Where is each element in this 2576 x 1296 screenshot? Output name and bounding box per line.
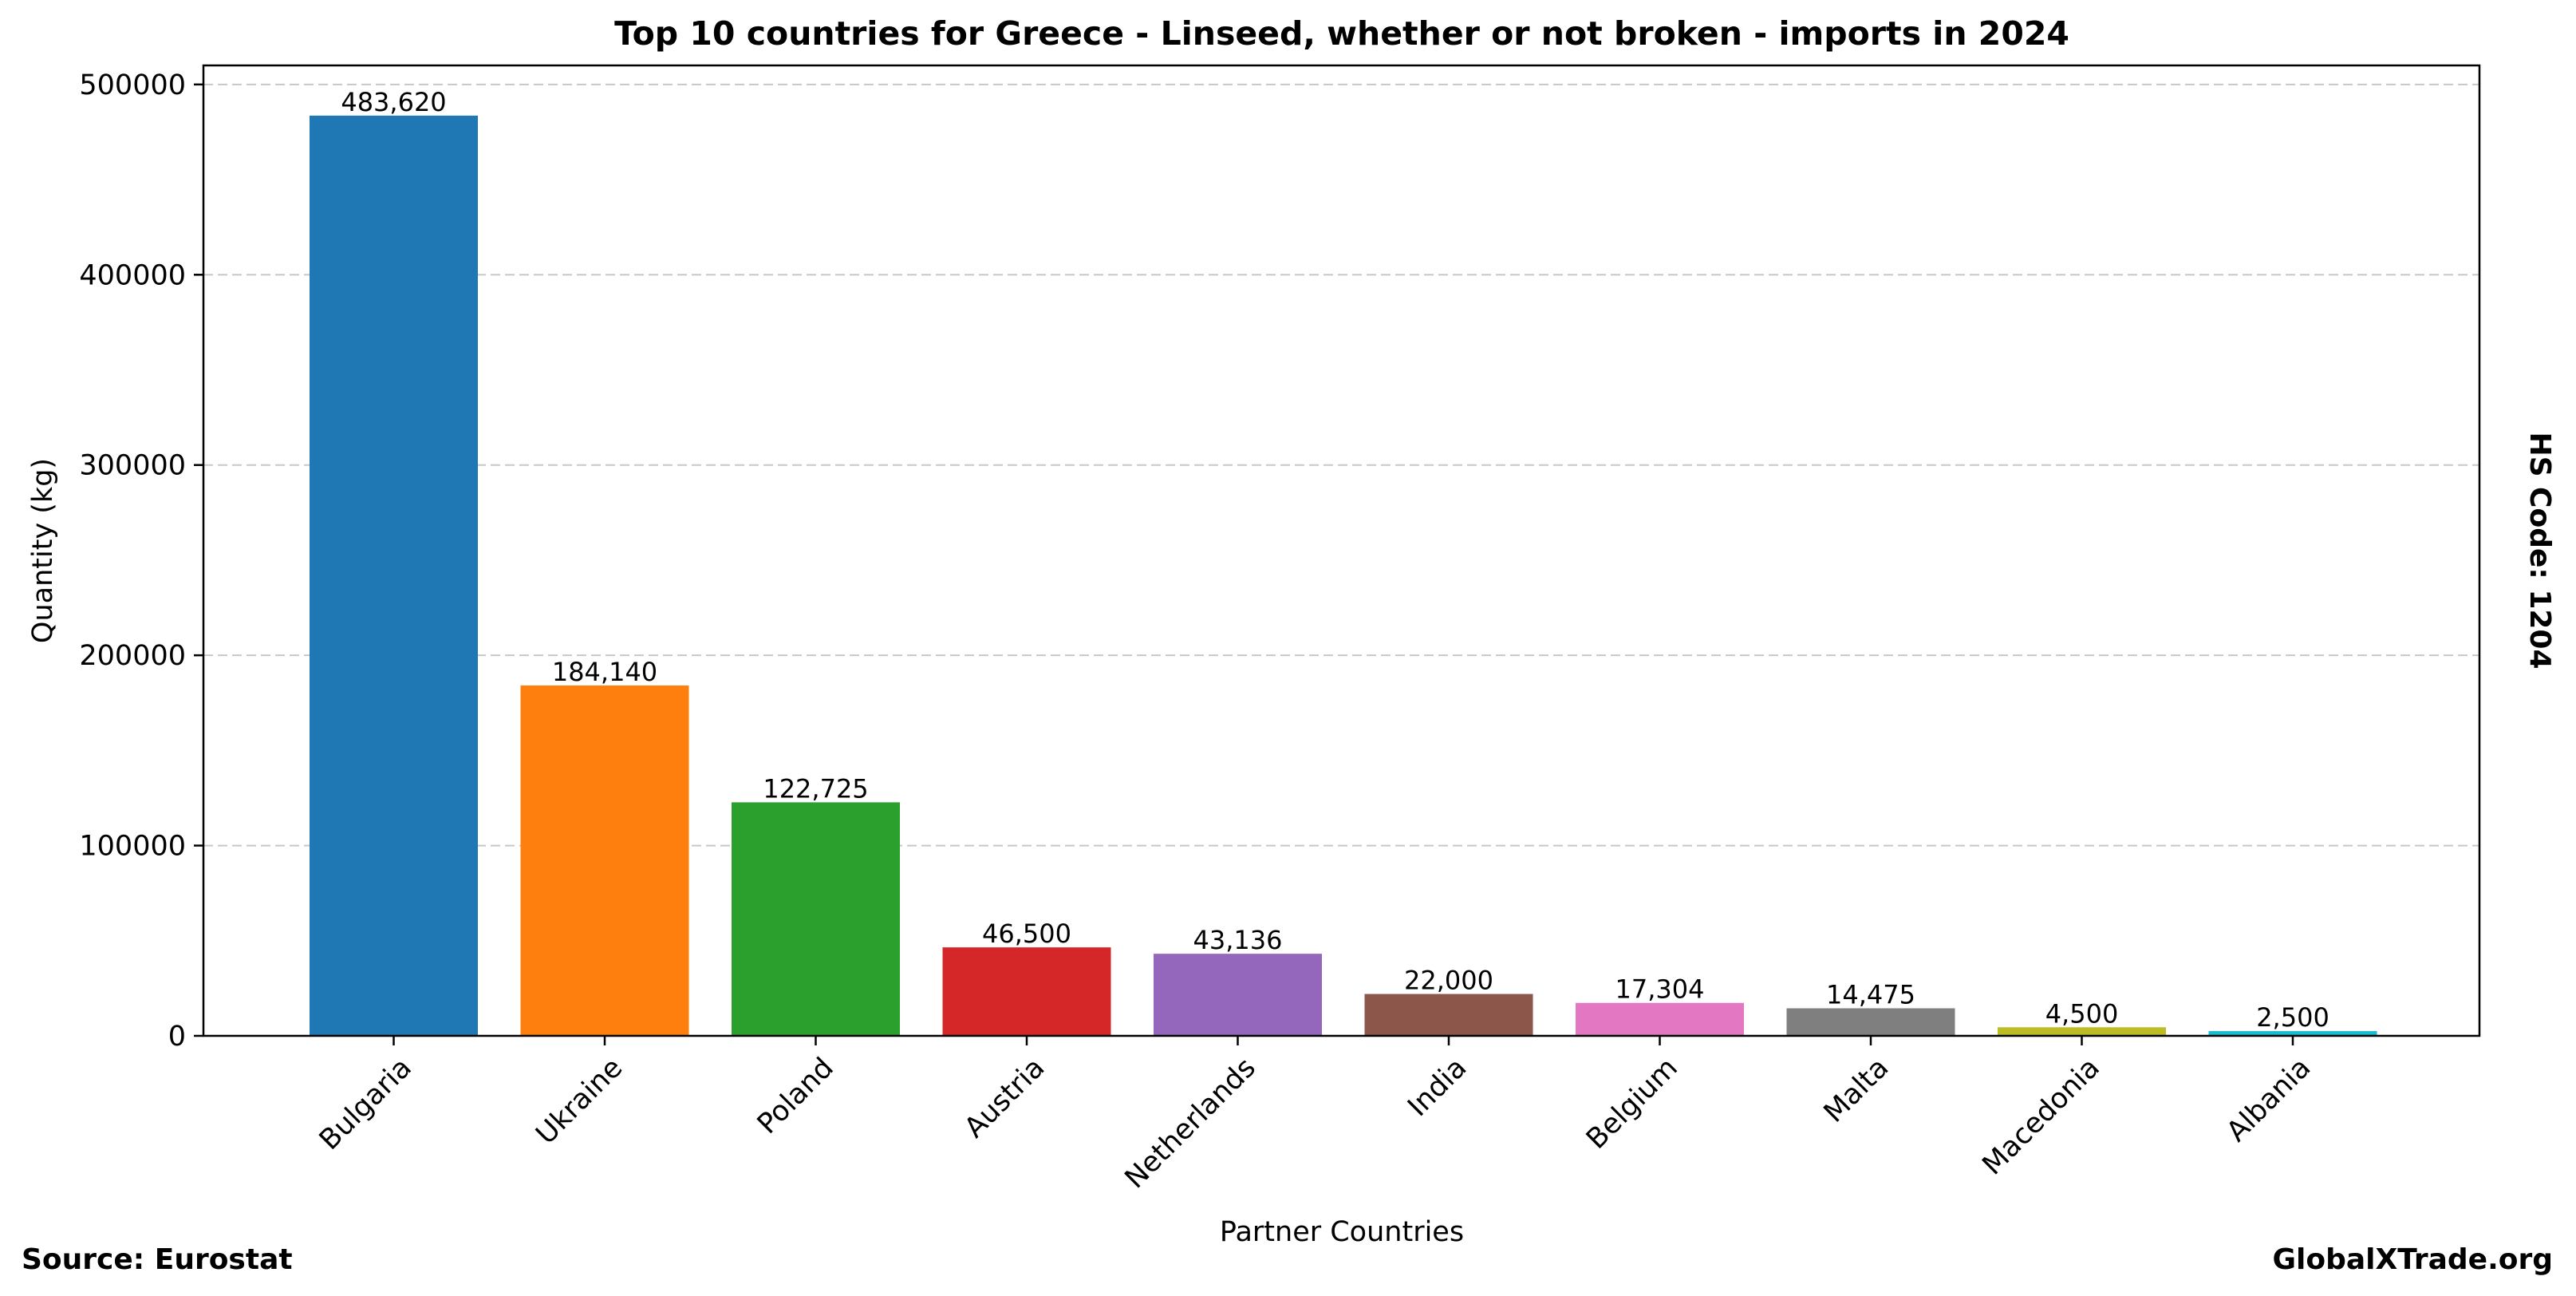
bar-bulgaria xyxy=(310,115,478,1036)
bar-austria xyxy=(942,947,1111,1036)
data-label: 43,136 xyxy=(1193,925,1283,955)
data-label: 17,304 xyxy=(1615,974,1705,1005)
data-labels: 483,620 184,140 122,725 46,500 43,136 22,000 1… xyxy=(341,87,2329,1033)
bar-india xyxy=(1364,994,1533,1036)
x-tick-label: Poland xyxy=(751,1052,840,1140)
chart-title: Top 10 countries for Greece - Linseed, w… xyxy=(614,14,2069,53)
x-axis-label: Partner Countries xyxy=(1220,1216,1464,1248)
brand-label: GlobalXTrade.org xyxy=(2272,1243,2553,1276)
data-label: 483,620 xyxy=(341,87,446,117)
bars xyxy=(310,115,2377,1036)
bar-belgium xyxy=(1576,1002,1744,1036)
data-label: 2,500 xyxy=(2256,1002,2329,1033)
y-tick-label: 500000 xyxy=(79,69,186,101)
x-tick-label: Netherlands xyxy=(1119,1052,1262,1195)
x-tick-label: Belgium xyxy=(1580,1052,1684,1156)
grid-lines xyxy=(203,83,2479,847)
y-tick-label: 200000 xyxy=(79,640,186,672)
y-axis-ticks: 0 100000 200000 300000 400000 500000 xyxy=(79,69,203,1053)
data-label: 4,500 xyxy=(2045,998,2119,1029)
source-label: Source: Eurostat xyxy=(22,1243,293,1276)
x-tick-label: Austria xyxy=(959,1052,1051,1144)
bar-ukraine xyxy=(520,685,689,1036)
x-axis-ticks: Bulgaria Ukraine Poland Austria Netherlands I… xyxy=(314,1036,2317,1195)
x-tick-label: Ukraine xyxy=(530,1052,629,1151)
y-tick-label: 400000 xyxy=(79,259,186,291)
y-tick-label: 100000 xyxy=(79,831,186,863)
x-tick-label: Macedonia xyxy=(1977,1052,2106,1181)
bar-poland xyxy=(732,802,900,1036)
x-tick-label: Bulgaria xyxy=(314,1052,418,1156)
data-label: 184,140 xyxy=(552,657,657,687)
plot-frame xyxy=(202,64,2481,1037)
bar-albania xyxy=(2208,1031,2377,1036)
y-tick-label: 300000 xyxy=(79,450,186,482)
bar-macedonia xyxy=(1998,1027,2166,1036)
data-label: 14,475 xyxy=(1826,979,1915,1010)
data-label: 46,500 xyxy=(982,919,1071,949)
bar-netherlands xyxy=(1154,954,1322,1036)
data-label: 22,000 xyxy=(1404,966,1493,996)
x-tick-label: Malta xyxy=(1818,1052,1896,1129)
bar-malta xyxy=(1786,1008,1955,1036)
y-tick-label: 0 xyxy=(168,1021,186,1053)
hs-code-label: HS Code: 1204 xyxy=(2523,432,2556,669)
x-tick-label: India xyxy=(1402,1052,1473,1123)
y-axis-label: Quantity (kg) xyxy=(27,458,59,643)
x-tick-label: Albania xyxy=(2221,1052,2318,1148)
data-label: 122,725 xyxy=(763,773,868,804)
